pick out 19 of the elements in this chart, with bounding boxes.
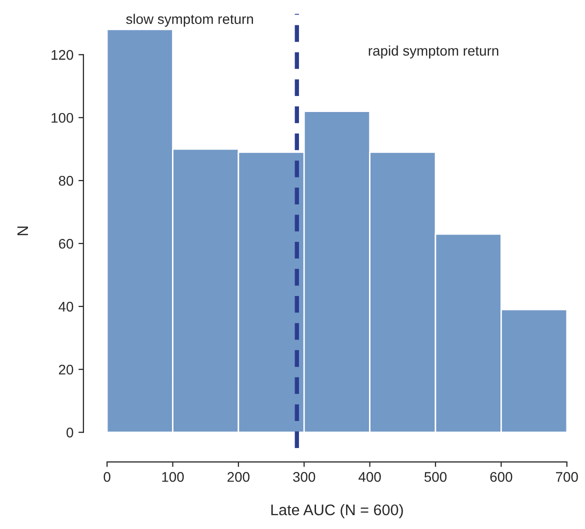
- y-tick-label: 100: [52, 112, 74, 123]
- y-axis-title: N: [17, 226, 28, 236]
- x-tick-label: 400: [358, 472, 381, 482]
- x-tick-label: 600: [490, 472, 512, 482]
- annotation: slow symptom return: [126, 14, 253, 27]
- x-tick-label: 0: [104, 472, 110, 482]
- x-tick-label: 500: [424, 472, 447, 482]
- y-tick-label: 80: [58, 176, 74, 186]
- y-tick-label: 0: [66, 428, 74, 438]
- y-tick-label: 60: [58, 238, 74, 249]
- y-tick-label: 120: [52, 50, 74, 60]
- x-tick-label: 700: [556, 472, 578, 482]
- x-axis-title: Late AUC (N = 600): [271, 504, 403, 518]
- x-tick-label: 300: [293, 472, 316, 482]
- x-tick-label: 200: [228, 472, 250, 482]
- y-tick-label: 20: [58, 364, 74, 375]
- y-tick-label: 40: [58, 302, 74, 312]
- annotation: rapid symptom return: [368, 46, 498, 58]
- x-tick-label: 100: [162, 472, 184, 482]
